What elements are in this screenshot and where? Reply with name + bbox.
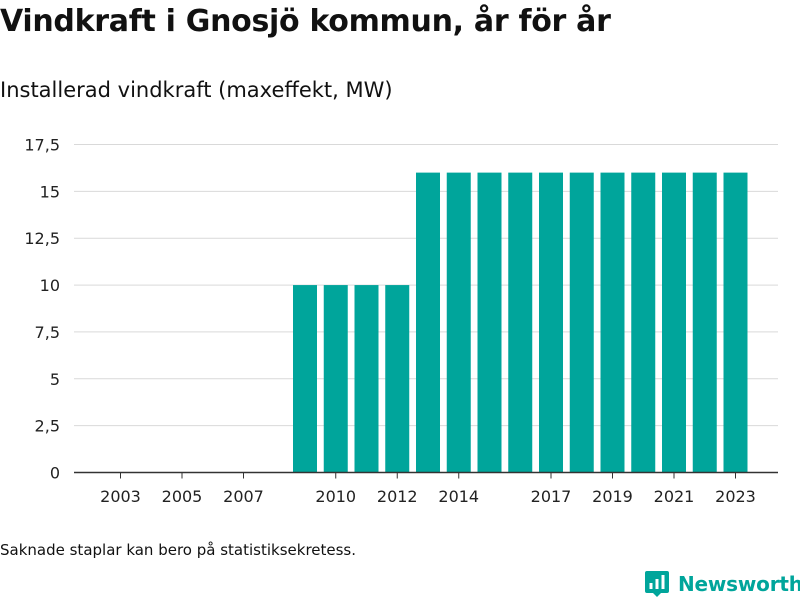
x-tick-label: 2012 — [377, 487, 418, 506]
bar-2020 — [631, 172, 656, 473]
y-axis-ticks: 0 2,5 5 7,5 10 12,5 15 17,5 — [24, 136, 60, 483]
y-tick-label: 2,5 — [35, 417, 60, 436]
bar-chart: 0 2,5 5 7,5 10 12,5 15 17,5 2003 2005 2007 2010 201… — [24, 136, 778, 506]
y-tick-label: 17,5 — [24, 136, 60, 155]
bar-2018 — [569, 172, 594, 473]
footnote: Saknade staplar kan bero på statistiksek… — [0, 541, 357, 559]
x-tick-label: 2021 — [654, 487, 695, 506]
bar-2014 — [446, 172, 471, 473]
y-tick-label: 7,5 — [35, 323, 60, 342]
x-tick-label: 2017 — [531, 487, 572, 506]
bar-2016 — [508, 172, 533, 473]
newsworthy-logo-icon — [645, 571, 669, 597]
x-axis-ticks: 2003 2005 2007 2010 2012 2014 2017 2019 2021 2023 — [100, 472, 756, 506]
bar-2022 — [692, 172, 717, 473]
bar-2013 — [416, 172, 440, 473]
x-tick-label: 2010 — [315, 487, 356, 506]
brand-logo: Newsworthy — [644, 570, 800, 598]
x-tick-label: 2014 — [438, 487, 479, 506]
bar-2019 — [600, 172, 625, 473]
bars — [293, 172, 748, 473]
bar-2009 — [293, 285, 317, 473]
y-tick-label: 12,5 — [24, 229, 60, 248]
y-tick-label: 0 — [50, 464, 60, 483]
brand-name: Newsworthy — [678, 572, 800, 596]
chart-title: Vindkraft i Gnosjö kommun, år för år — [0, 4, 611, 39]
x-tick-label: 2007 — [223, 487, 264, 506]
x-tick-label: 2019 — [592, 487, 633, 506]
bar-2017 — [539, 172, 563, 473]
bar-2023 — [723, 172, 748, 473]
y-tick-label: 5 — [50, 370, 60, 389]
bar-2012 — [385, 285, 410, 473]
y-tick-label: 10 — [40, 276, 60, 295]
bar-2015 — [477, 172, 502, 473]
bar-2010 — [323, 285, 348, 473]
chart-subtitle: Installerad vindkraft (maxeffekt, MW) — [0, 78, 393, 102]
y-tick-label: 15 — [40, 182, 60, 201]
x-tick-label: 2023 — [715, 487, 756, 506]
x-tick-label: 2003 — [100, 487, 141, 506]
bar-2011 — [354, 285, 379, 473]
bar-2021 — [662, 172, 686, 473]
x-tick-label: 2005 — [162, 487, 203, 506]
